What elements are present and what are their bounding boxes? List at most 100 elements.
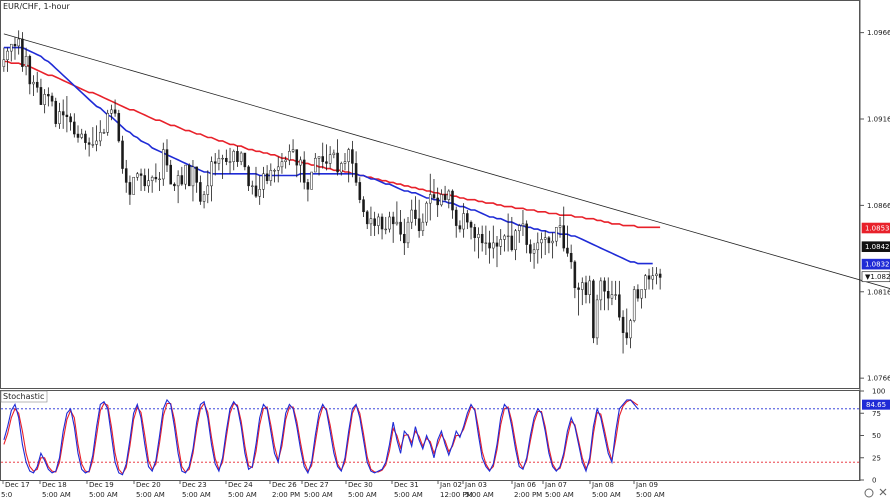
candle-body [95, 140, 98, 145]
price-tick-label: 1.09167 [867, 116, 890, 124]
candle-body [310, 171, 313, 190]
candle-body [10, 43, 13, 52]
candle-body [636, 289, 640, 299]
candle-body [466, 213, 469, 223]
candle-body [280, 161, 284, 168]
trendline [3, 33, 890, 289]
price-label-box [861, 271, 890, 283]
candle-body [65, 114, 69, 118]
candle-body [577, 287, 580, 290]
candle-body [58, 111, 61, 124]
candle-body [210, 161, 213, 187]
candle-body [588, 280, 591, 295]
candle-body [469, 221, 473, 228]
candle-body [529, 244, 532, 254]
candle-body [87, 142, 91, 145]
candle-body [403, 233, 406, 244]
candle-body [269, 170, 273, 181]
candle-body [644, 275, 647, 290]
candle-body [117, 113, 121, 142]
candle-body [291, 149, 295, 152]
candle-body [273, 170, 276, 172]
x-axis-label: Dec 26 [272, 481, 297, 489]
price-label-box [861, 241, 890, 252]
candle-body [521, 223, 525, 226]
x-axis-label: 5:00 AM [592, 491, 621, 499]
candle-body [24, 56, 28, 67]
candle-body [547, 237, 551, 244]
x-axis-label: 2:00 PM [514, 491, 542, 499]
candle-body [536, 242, 540, 251]
candle-body [32, 81, 35, 85]
x-axis-label: Dec 24 [228, 481, 253, 489]
candle-body [47, 94, 50, 97]
stoch-tick-label: 50 [872, 432, 881, 440]
candle-body [39, 87, 43, 105]
candle-body [414, 209, 417, 219]
candle-body [610, 294, 614, 299]
candle-body [425, 202, 428, 223]
candle-body [199, 182, 202, 202]
candle-body [354, 163, 358, 183]
price-tick-label: 1.08667 [867, 202, 890, 210]
candle-body [254, 185, 258, 197]
x-axis-label: 5:00 AM [182, 491, 211, 499]
candle-body [399, 221, 402, 235]
candle-body [165, 149, 169, 166]
candle-body [136, 173, 139, 178]
stoch-d-line [3, 399, 639, 475]
price-label-box [861, 222, 890, 234]
candle-body [236, 151, 239, 162]
candle-body [506, 235, 510, 238]
candle-body [288, 151, 291, 161]
candle-body [340, 163, 343, 173]
expand-icon[interactable] [879, 488, 887, 496]
candle-body [473, 227, 477, 238]
price-label-text: ▼1.08254 [865, 273, 890, 281]
candle-body [458, 225, 462, 230]
candle-body [484, 242, 488, 244]
candle-body [232, 151, 236, 162]
candle-body [551, 240, 554, 244]
candle-body [158, 178, 161, 181]
candle-body [98, 132, 102, 142]
candle-body [581, 282, 584, 290]
candle-body [447, 190, 451, 200]
candle-body [492, 242, 495, 249]
ma-short-line [3, 46, 653, 265]
candle-body [302, 159, 306, 183]
candle-body [569, 252, 573, 263]
candle-body [477, 233, 480, 238]
stochastic-title: Stochastic [3, 392, 44, 401]
candle-body [592, 280, 595, 339]
price-tick-label: 1.08167 [867, 288, 890, 296]
candle-body [317, 156, 321, 159]
candle-body [132, 176, 135, 195]
candle-body [517, 225, 521, 232]
candle-body [239, 152, 243, 162]
sync-icon[interactable] [864, 488, 874, 498]
candle-body [625, 332, 629, 339]
candle-body [217, 157, 221, 164]
price-tick-label: 1.09667 [867, 29, 890, 37]
x-axis-label: Dec 17 [5, 481, 30, 489]
candle-body [332, 152, 336, 156]
x-axis-label: 5:00 AM [228, 491, 257, 499]
stoch-tick-label: 0 [872, 477, 876, 485]
x-axis-label: Dec 20 [136, 481, 161, 489]
candle-body [606, 291, 610, 299]
candle-body [595, 299, 599, 339]
candle-body [336, 152, 339, 173]
candle-body [651, 275, 655, 280]
candle-body [499, 239, 502, 247]
candle-body [213, 161, 217, 164]
ma-long-line [3, 60, 661, 229]
candle-body [510, 235, 514, 251]
x-axis-label: Dec 19 [89, 481, 114, 489]
x-axis-label: 5:00 AM [89, 491, 118, 499]
candle-body [655, 273, 658, 276]
stochastic-pane [0, 390, 860, 481]
candle-body [284, 159, 287, 162]
candle-body [584, 282, 588, 295]
